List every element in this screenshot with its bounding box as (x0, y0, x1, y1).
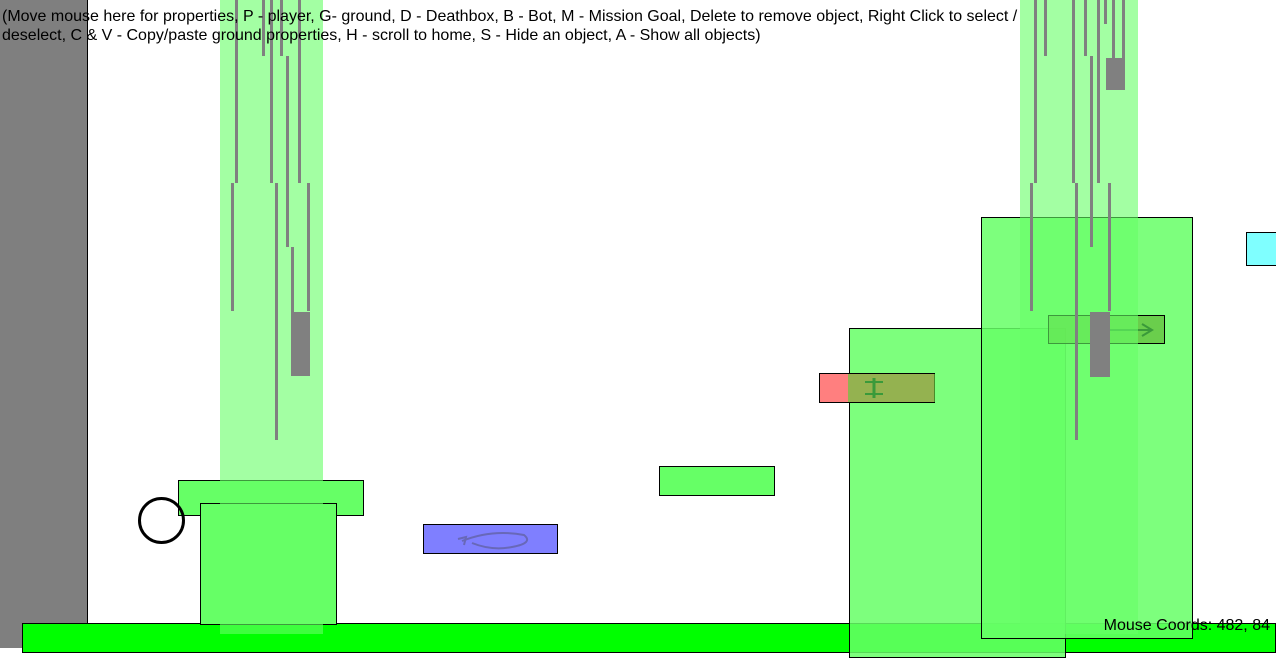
hanging-stripe (307, 183, 310, 311)
ground-platform-floating[interactable] (659, 466, 775, 496)
help-text: (Move mouse here for properties, P - pla… (2, 8, 1018, 44)
hanging-block (1090, 312, 1110, 377)
hanging-stripe (1104, 0, 1107, 24)
hanging-stripe (262, 0, 265, 56)
hanging-block (291, 312, 310, 376)
hanging-stripe (1084, 0, 1087, 56)
hanging-stripe (1122, 0, 1125, 90)
mission-goal[interactable] (1246, 232, 1276, 266)
bot[interactable] (423, 524, 558, 554)
hanging-stripe (280, 0, 283, 56)
hanging-stripe (286, 56, 289, 247)
hanging-stripe (291, 247, 294, 312)
left-margin (0, 0, 88, 648)
hanging-stripe (1044, 0, 1047, 56)
hanging-block (1106, 58, 1125, 90)
light-beam-right (1020, 0, 1138, 634)
hanging-stripe (1030, 183, 1033, 311)
hanging-stripe (231, 183, 234, 311)
hanging-stripe (298, 0, 301, 183)
hanging-stripe (1075, 183, 1078, 440)
hanging-stripe (270, 0, 273, 183)
mouse-coords-readout: Mouse Coords: 482, 84 (1103, 617, 1270, 634)
rotate-arrow-icon (457, 532, 528, 550)
hanging-stripe (1112, 0, 1115, 58)
player-circle[interactable] (138, 497, 185, 544)
hanging-stripe (1072, 0, 1075, 183)
vertical-arrow-icon (865, 378, 883, 398)
hanging-stripe (1090, 56, 1093, 247)
hanging-stripe (1097, 0, 1100, 183)
deathbox-overlap (848, 374, 935, 402)
hanging-stripe (275, 183, 278, 440)
hanging-stripe (1108, 183, 1111, 311)
hanging-stripe (235, 0, 238, 183)
hanging-stripe (1034, 0, 1037, 183)
